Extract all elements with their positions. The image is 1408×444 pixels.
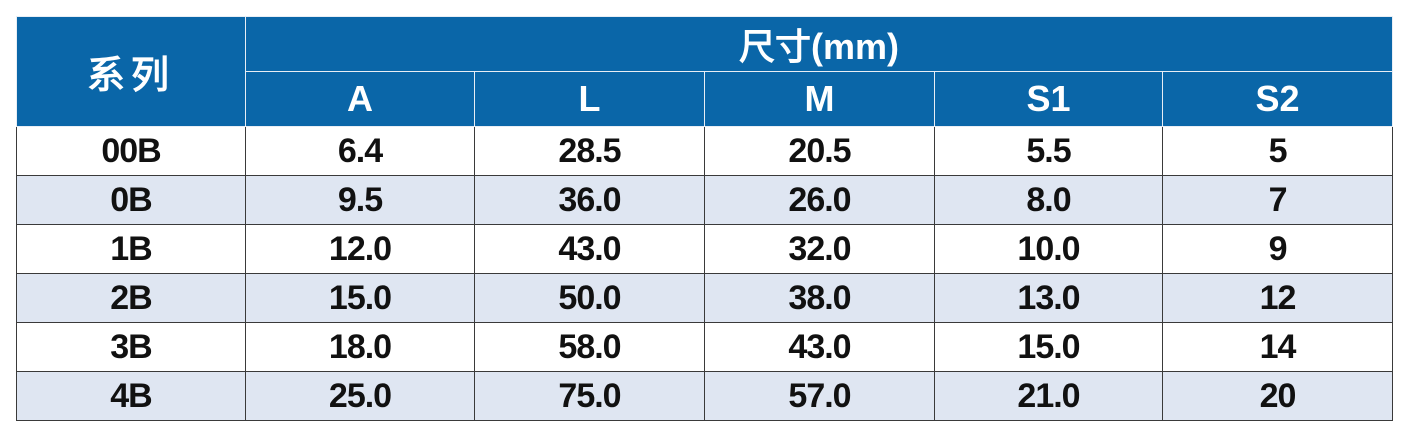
value-cell-a: 12.0	[245, 224, 475, 274]
series-cell: 0B	[16, 175, 246, 225]
column-header-s2: S2	[1161, 71, 1394, 127]
value-cell-l: 36.0	[474, 175, 705, 225]
header-row-top: 系列 尺寸(mm)	[16, 16, 1394, 127]
value-cell-s2: 20	[1161, 371, 1394, 421]
dimension-group-header: 尺寸(mm)	[244, 16, 1394, 72]
header-row-sub: A L M S1 S2	[17, 71, 1394, 127]
value-cell-m: 57.0	[704, 371, 935, 421]
table-row: 2B 15.0 50.0 38.0 13.0 12	[16, 273, 1394, 323]
dimension-table: 系列 尺寸(mm) A L M S1 S2 00B 6.4 28.5 20.5 …	[16, 16, 1394, 421]
value-cell-a: 18.0	[245, 322, 475, 372]
value-cell-l: 28.5	[474, 126, 705, 176]
value-cell-m: 43.0	[704, 322, 935, 372]
series-cell: 4B	[16, 371, 246, 421]
column-header-l: L	[474, 71, 705, 127]
series-cell: 3B	[16, 322, 246, 372]
value-cell-s2: 14	[1161, 322, 1394, 372]
value-cell-a: 9.5	[245, 175, 475, 225]
value-cell-l: 58.0	[474, 322, 705, 372]
value-cell-a: 25.0	[245, 371, 475, 421]
series-cell: 2B	[16, 273, 246, 323]
table-body: 00B 6.4 28.5 20.5 5.5 5 0B 9.5 36.0 26.0…	[16, 126, 1394, 421]
value-cell-s1: 10.0	[934, 224, 1163, 274]
series-cell: 1B	[16, 224, 246, 274]
value-cell-l: 75.0	[474, 371, 705, 421]
value-cell-s1: 8.0	[934, 175, 1163, 225]
series-cell: 00B	[16, 126, 246, 176]
value-cell-s2: 7	[1161, 175, 1394, 225]
column-header-a: A	[245, 71, 475, 127]
value-cell-m: 32.0	[704, 224, 935, 274]
value-cell-l: 43.0	[474, 224, 705, 274]
table-row: 00B 6.4 28.5 20.5 5.5 5	[16, 126, 1394, 176]
table-row: 4B 25.0 75.0 57.0 21.0 20	[16, 371, 1394, 421]
value-cell-s2: 5	[1161, 126, 1394, 176]
value-cell-s2: 12	[1161, 273, 1394, 323]
series-column-header: 系列	[16, 16, 246, 127]
table-row: 1B 12.0 43.0 32.0 10.0 9	[16, 224, 1394, 274]
column-header-s1: S1	[934, 71, 1163, 127]
value-cell-s1: 5.5	[934, 126, 1163, 176]
value-cell-m: 26.0	[704, 175, 935, 225]
value-cell-m: 38.0	[704, 273, 935, 323]
value-cell-l: 50.0	[474, 273, 705, 323]
value-cell-s1: 21.0	[934, 371, 1163, 421]
value-cell-m: 20.5	[704, 126, 935, 176]
value-cell-s1: 15.0	[934, 322, 1163, 372]
table-row: 0B 9.5 36.0 26.0 8.0 7	[16, 175, 1394, 225]
column-header-m: M	[704, 71, 935, 127]
value-cell-s1: 13.0	[934, 273, 1163, 323]
value-cell-a: 6.4	[245, 126, 475, 176]
value-cell-a: 15.0	[245, 273, 475, 323]
table-header: 系列 尺寸(mm) A L M S1 S2	[16, 16, 1394, 127]
table-row: 3B 18.0 58.0 43.0 15.0 14	[16, 322, 1394, 372]
value-cell-s2: 9	[1161, 224, 1394, 274]
